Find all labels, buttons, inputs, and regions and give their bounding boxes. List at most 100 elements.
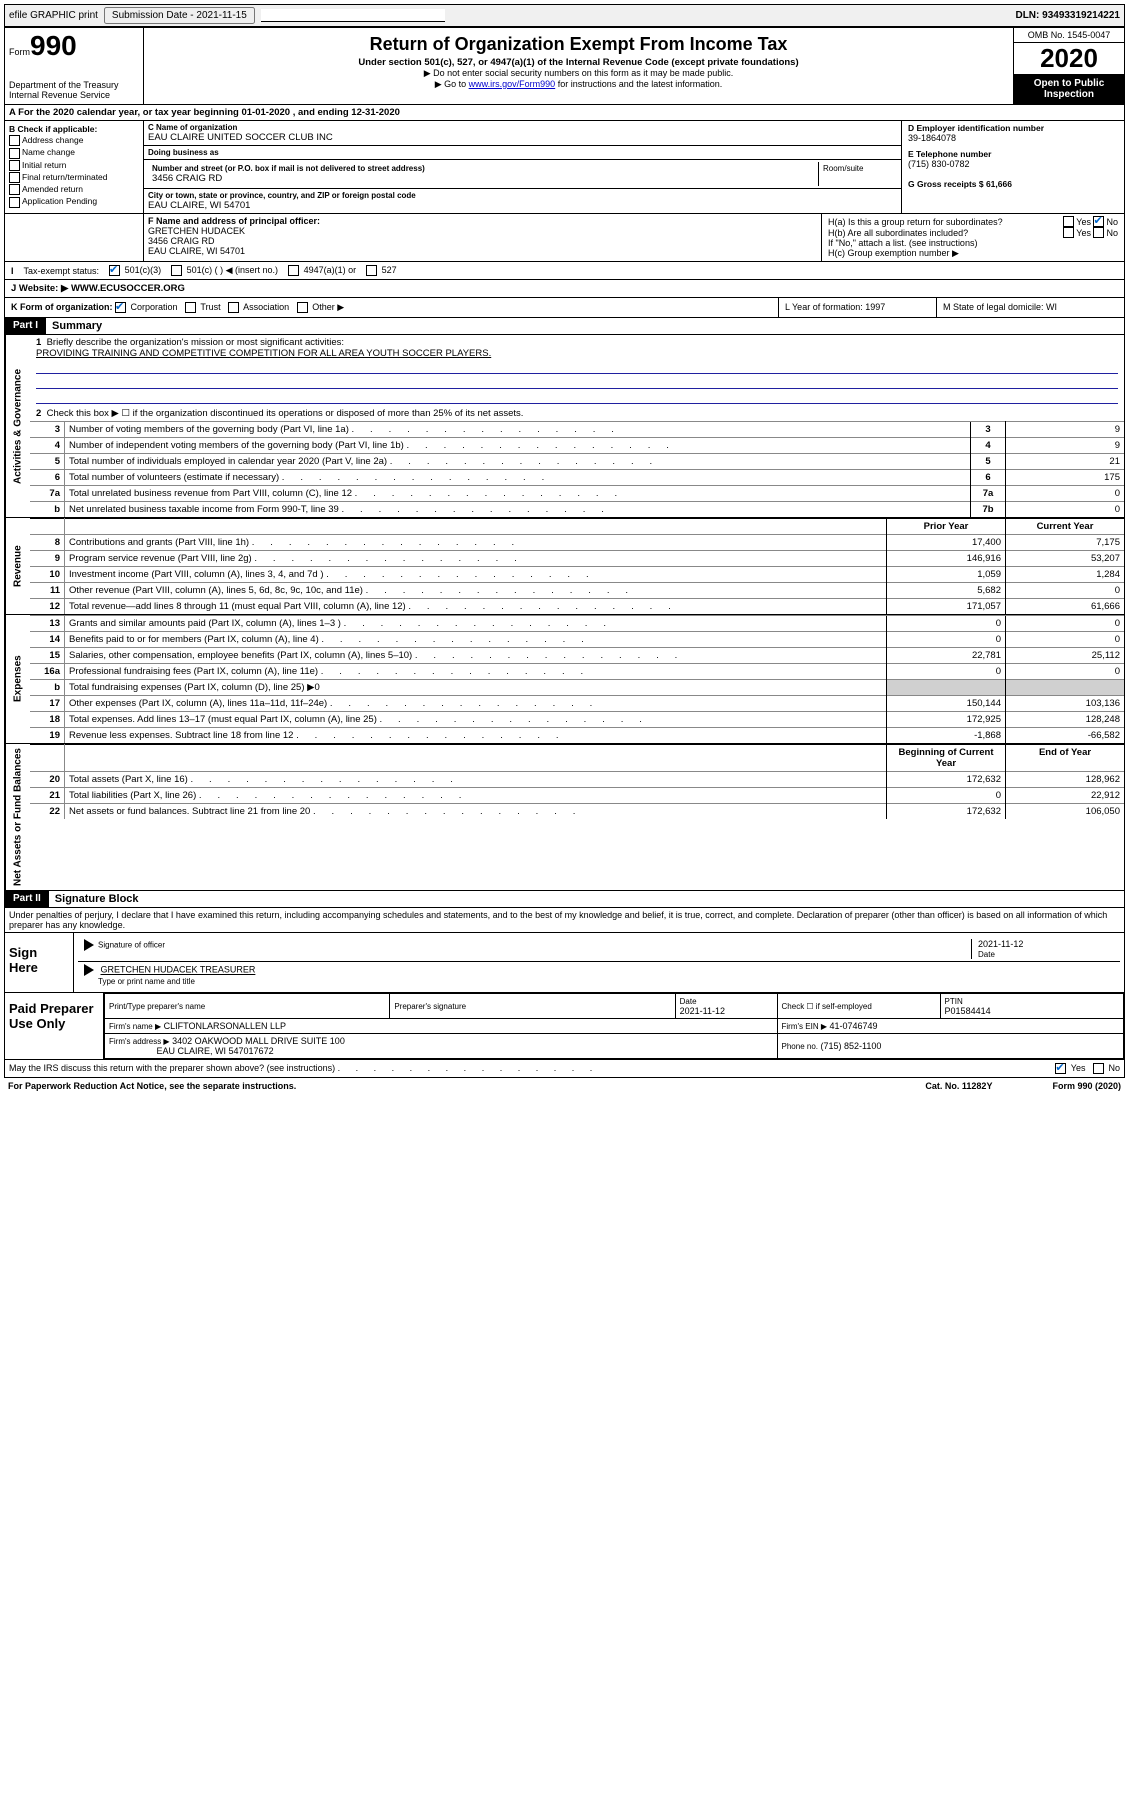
arrow-icon <box>84 939 94 951</box>
row-a: A For the 2020 calendar year, or tax yea… <box>5 105 1124 121</box>
expenses-section: Expenses 13Grants and similar amounts pa… <box>5 614 1124 743</box>
sig-type-label: Type or print name and title <box>98 977 195 986</box>
chk-address-change[interactable]: Address change <box>9 135 139 146</box>
omb-number: OMB No. 1545-0047 <box>1014 28 1124 43</box>
officer-info: F Name and address of principal officer:… <box>144 214 821 261</box>
prep-date: 2021-11-12 <box>680 1006 725 1016</box>
sign-fields: Signature of officer 2021-11-12Date GRET… <box>74 933 1124 992</box>
officer-name: GRETCHEN HUDACEK <box>148 226 817 236</box>
instr2-post: for instructions and the latest informat… <box>555 79 722 89</box>
chk-name-change[interactable]: Name change <box>9 147 139 158</box>
hb-yes[interactable] <box>1063 227 1074 238</box>
firm-addr2: EAU CLAIRE, WI 547017672 <box>157 1046 274 1056</box>
exp-side-label: Expenses <box>5 615 30 743</box>
row-k: K Form of organization: Corporation Trus… <box>5 297 1124 317</box>
ag-table: 3Number of voting members of the governi… <box>30 421 1124 517</box>
ag-side-label: Activities & Governance <box>5 335 30 517</box>
chk-initial-return[interactable]: Initial return <box>9 160 139 171</box>
chk-assoc[interactable] <box>228 302 239 313</box>
firm-label: Firm's name ▶ <box>109 1022 161 1031</box>
mission-text: PROVIDING TRAINING AND COMPETITIVE COMPE… <box>36 348 1118 359</box>
officer-addr1: 3456 CRAIG RD <box>148 236 817 246</box>
form-subtitle: Under section 501(c), 527, or 4947(a)(1)… <box>148 57 1009 68</box>
part2-header: Part II Signature Block <box>5 890 1124 907</box>
sig-officer-label: Signature of officer <box>98 941 165 950</box>
discuss-no[interactable] <box>1093 1063 1104 1074</box>
chk-trust[interactable] <box>185 302 196 313</box>
na-side-label: Net Assets or Fund Balances <box>5 744 30 890</box>
submission-date-button[interactable]: Submission Date - 2021-11-15 <box>104 7 255 24</box>
instr-1: ▶ Do not enter social security numbers o… <box>148 68 1009 79</box>
instr2-pre: ▶ Go to <box>435 79 469 89</box>
k-state: M State of legal domicile: WI <box>936 298 1124 317</box>
line2-text: Check this box ▶ ☐ if the organization d… <box>47 408 524 419</box>
instr-2: ▶ Go to www.irs.gov/Form990 for instruct… <box>148 79 1009 90</box>
row-j: J Website: ▶ WWW.ECUSOCCER.ORG <box>5 279 1124 297</box>
officer-row: F Name and address of principal officer:… <box>5 213 1124 261</box>
street-label: Number and street (or P.O. box if mail i… <box>152 164 814 173</box>
k-year: L Year of formation: 1997 <box>778 298 936 317</box>
prep-h2: Preparer's signature <box>394 1002 466 1011</box>
chk-app-pending[interactable]: Application Pending <box>9 196 139 207</box>
part1-title: Summary <box>46 318 108 334</box>
dba-cell: Doing business as <box>144 146 901 160</box>
rev-table: Prior YearCurrent Year8Contributions and… <box>30 518 1124 614</box>
chk-527[interactable] <box>366 265 377 276</box>
na-table: Beginning of Current YearEnd of Year20To… <box>30 744 1124 819</box>
tax-year: 2020 <box>1014 43 1124 74</box>
prep-h3: Date <box>680 997 697 1006</box>
ha-yes[interactable] <box>1063 216 1074 227</box>
rev-body: Prior YearCurrent Year8Contributions and… <box>30 518 1124 614</box>
officer-label: F Name and address of principal officer: <box>148 216 817 226</box>
dba-label: Doing business as <box>148 148 897 157</box>
tax-status-label: Tax-exempt status: <box>24 266 100 276</box>
firm-name: CLIFTONLARSONALLEN LLP <box>164 1021 286 1031</box>
chk-corp[interactable] <box>115 302 126 313</box>
discuss-yes[interactable] <box>1055 1063 1066 1074</box>
part2-num: Part II <box>5 891 49 907</box>
netassets-section: Net Assets or Fund Balances Beginning of… <box>5 743 1124 890</box>
row-i: I Tax-exempt status: 501(c)(3) 501(c) ( … <box>5 261 1124 279</box>
prep-ptin: P01584414 <box>945 1006 991 1016</box>
form-title: Return of Organization Exempt From Incom… <box>148 34 1009 55</box>
entity-block: B Check if applicable: Address change Na… <box>5 121 1124 213</box>
sig-name-title: GRETCHEN HUDACEK TREASURER <box>101 965 256 975</box>
chk-501c[interactable] <box>171 265 182 276</box>
chk-501c3[interactable] <box>109 265 120 276</box>
fein-value: 41-0746749 <box>829 1021 877 1031</box>
prep-h1: Print/Type preparer's name <box>109 1002 205 1011</box>
form-container: Form990 Department of the Treasury Inter… <box>4 27 1125 1078</box>
firm-addr1: 3402 OAKWOOD MALL DRIVE SUITE 100 <box>172 1036 345 1046</box>
footer-left: For Paperwork Reduction Act Notice, see … <box>8 1081 925 1091</box>
line2: 2 Check this box ▶ ☐ if the organization… <box>30 406 1124 421</box>
hb-note: If "No," attach a list. (see instruction… <box>828 238 1118 248</box>
hb-no[interactable] <box>1093 227 1104 238</box>
phone-value: (715) 852-1100 <box>821 1041 882 1051</box>
below-left-spacer <box>5 214 144 261</box>
dept-line1: Department of the Treasury <box>9 80 139 90</box>
top-bar: efile GRAPHIC print Submission Date - 20… <box>4 4 1125 27</box>
prep-h5: PTIN <box>945 997 963 1006</box>
ha-no[interactable] <box>1093 216 1104 227</box>
org-name-label: C Name of organization <box>148 123 897 132</box>
city-value: EAU CLAIRE, WI 54701 <box>148 200 897 211</box>
gross-label: G Gross receipts $ 61,666 <box>908 179 1118 189</box>
preparer-label: Paid Preparer Use Only <box>5 993 104 1059</box>
h-b: H(b) Are all subordinates included? Yes … <box>828 227 1118 238</box>
mission-blank-1 <box>36 359 1118 374</box>
irs-link[interactable]: www.irs.gov/Form990 <box>469 79 556 89</box>
sign-here-label: Sign Here <box>5 933 74 992</box>
chk-other[interactable] <box>297 302 308 313</box>
chk-final-return[interactable]: Final return/terminated <box>9 172 139 183</box>
col-b-head: B Check if applicable: <box>9 124 139 134</box>
top-search-input[interactable] <box>261 9 445 22</box>
chk-amended[interactable]: Amended return <box>9 184 139 195</box>
street-cell: Number and street (or P.O. box if mail i… <box>144 160 901 189</box>
preparer-fields: Print/Type preparer's name Preparer's si… <box>104 993 1124 1059</box>
city-cell: City or town, state or province, country… <box>144 189 901 213</box>
open-public: Open to Public Inspection <box>1014 74 1124 104</box>
line1-label: Briefly describe the organization's miss… <box>47 337 345 348</box>
chk-4947[interactable] <box>288 265 299 276</box>
part1-num: Part I <box>5 318 46 334</box>
k-label: K Form of organization: <box>11 302 113 312</box>
